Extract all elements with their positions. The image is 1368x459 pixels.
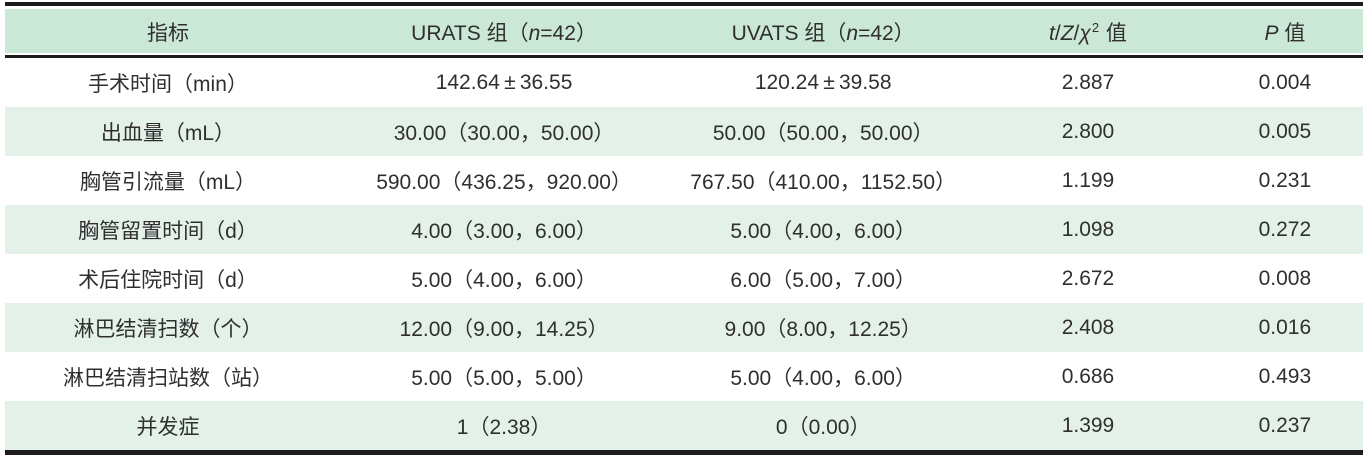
cell-urats-value: 5.00（4.00，6.00） xyxy=(330,254,678,303)
header-uvats-n: n xyxy=(846,22,859,45)
header-uvats-pre: UVATS 组（ xyxy=(731,22,847,45)
header-indicator-label: 指标 xyxy=(146,22,189,45)
header-stat-label: 值 xyxy=(1100,22,1127,45)
cell-uvats-value: 50.00（50.00，50.00） xyxy=(677,107,970,156)
cell-pvalue: 0.231 xyxy=(1206,156,1363,205)
header-uvats-post: =42） xyxy=(858,22,915,45)
header-statistic: t/Z/χ2 值 xyxy=(969,9,1207,58)
cell-uvats-value: 120.24 ± 39.58 xyxy=(677,56,970,107)
header-p-symbol: P xyxy=(1264,22,1279,45)
cell-urats-value: 30.00（30.00，50.00） xyxy=(330,107,678,156)
cell-urats-value: 12.00（9.00，14.25） xyxy=(330,303,678,352)
cell-indicator: 淋巴结清扫数（个） xyxy=(5,303,331,352)
cell-pvalue: 0.008 xyxy=(1206,254,1363,303)
table-row: 淋巴结清扫站数（站） 5.00（5.00，5.00） 5.00（4.00，6.0… xyxy=(5,352,1363,401)
cell-pvalue: 0.237 xyxy=(1206,401,1363,450)
cell-urats-value: 142.64 ± 36.55 xyxy=(330,56,678,107)
table-row: 出血量（mL） 30.00（30.00，50.00） 50.00（50.00，5… xyxy=(5,107,1363,156)
cell-uvats-value: 9.00（8.00，12.25） xyxy=(677,303,970,352)
cell-statistic: 2.408 xyxy=(969,303,1207,352)
cell-urats-value: 1（2.38） xyxy=(330,401,678,450)
cell-indicator: 胸管引流量（mL） xyxy=(5,156,331,205)
header-stat-slash1: / xyxy=(1054,22,1061,45)
header-p-label: 值 xyxy=(1278,22,1306,45)
table-body: 手术时间（min） 142.64 ± 36.55 120.24 ± 39.58 … xyxy=(5,56,1363,450)
header-stat-slash2: / xyxy=(1073,22,1080,45)
cell-uvats-value: 5.00（4.00，6.00） xyxy=(677,205,970,254)
header-stat-t: t xyxy=(1049,22,1055,45)
cell-statistic: 2.672 xyxy=(969,254,1207,303)
cell-pvalue: 0.005 xyxy=(1206,107,1363,156)
header-urats-pre: URATS 组（ xyxy=(411,22,529,45)
cell-statistic: 1.098 xyxy=(969,205,1207,254)
comparison-table: 指标 URATS 组（n=42） UVATS 组（n=42） t/Z/χ2 值 … xyxy=(5,9,1363,450)
header-urats-n: n xyxy=(528,22,541,45)
header-stat-z: Z xyxy=(1060,22,1074,45)
header-pvalue: P 值 xyxy=(1206,9,1363,58)
table-header: 指标 URATS 组（n=42） UVATS 组（n=42） t/Z/χ2 值 … xyxy=(5,9,1363,58)
comparison-table-container: 指标 URATS 组（n=42） UVATS 组（n=42） t/Z/χ2 值 … xyxy=(5,2,1363,455)
cell-pvalue: 0.493 xyxy=(1206,352,1363,401)
cell-indicator: 出血量（mL） xyxy=(5,107,331,156)
cell-urats-value: 4.00（3.00，6.00） xyxy=(330,205,678,254)
table-row: 并发症 1（2.38） 0（0.00） 1.399 0.237 xyxy=(5,401,1363,450)
cell-uvats-value: 0（0.00） xyxy=(677,401,970,450)
cell-statistic: 2.887 xyxy=(969,56,1207,107)
cell-uvats-value: 767.50（410.00，1152.50） xyxy=(677,156,970,205)
table-row: 术后住院时间（d） 5.00（4.00，6.00） 6.00（5.00，7.00… xyxy=(5,254,1363,303)
cell-pvalue: 0.004 xyxy=(1206,56,1363,107)
header-uvats-group: UVATS 组（n=42） xyxy=(677,9,970,58)
cell-statistic: 0.686 xyxy=(969,352,1207,401)
header-urats-group: URATS 组（n=42） xyxy=(330,9,678,58)
table-row: 胸管留置时间（d） 4.00（3.00，6.00） 5.00（4.00，6.00… xyxy=(5,205,1363,254)
cell-pvalue: 0.016 xyxy=(1206,303,1363,352)
table-row: 手术时间（min） 142.64 ± 36.55 120.24 ± 39.58 … xyxy=(5,56,1363,107)
cell-uvats-value: 5.00（4.00，6.00） xyxy=(677,352,970,401)
cell-indicator: 淋巴结清扫站数（站） xyxy=(5,352,331,401)
cell-indicator: 并发症 xyxy=(5,401,331,450)
header-urats-post: =42） xyxy=(540,22,597,45)
table-row: 淋巴结清扫数（个） 12.00（9.00，14.25） 9.00（8.00，12… xyxy=(5,303,1363,352)
cell-pvalue: 0.272 xyxy=(1206,205,1363,254)
cell-indicator: 胸管留置时间（d） xyxy=(5,205,331,254)
cell-urats-value: 5.00（5.00，5.00） xyxy=(330,352,678,401)
cell-indicator: 术后住院时间（d） xyxy=(5,254,331,303)
cell-statistic: 1.199 xyxy=(969,156,1207,205)
header-row: 指标 URATS 组（n=42） UVATS 组（n=42） t/Z/χ2 值 … xyxy=(5,9,1363,58)
table-row: 胸管引流量（mL） 590.00（436.25，920.00） 767.50（4… xyxy=(5,156,1363,205)
cell-statistic: 1.399 xyxy=(969,401,1207,450)
cell-uvats-value: 6.00（5.00，7.00） xyxy=(677,254,970,303)
cell-statistic: 2.800 xyxy=(969,107,1207,156)
header-stat-chi: χ xyxy=(1079,22,1091,45)
header-indicator: 指标 xyxy=(5,9,331,58)
header-stat-superscript: 2 xyxy=(1091,20,1100,35)
cell-indicator: 手术时间（min） xyxy=(5,56,331,107)
cell-urats-value: 590.00（436.25，920.00） xyxy=(330,156,678,205)
